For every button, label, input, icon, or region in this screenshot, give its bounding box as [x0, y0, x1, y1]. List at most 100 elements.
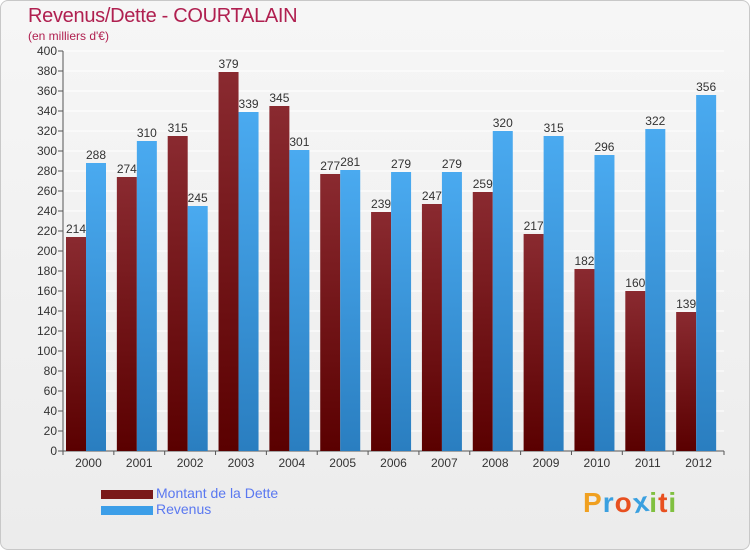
legend-item-debt: Montant de la Dette [101, 485, 361, 502]
y-tick-label: 320 [37, 124, 57, 138]
bars [66, 72, 717, 451]
data-label: 245 [188, 191, 208, 205]
y-tick-label: 260 [37, 184, 57, 198]
bar-revenus [238, 112, 259, 451]
data-label: 239 [371, 197, 391, 211]
data-label: 279 [442, 157, 462, 171]
y-tick-label: 180 [37, 264, 57, 278]
bar-dette [676, 312, 697, 451]
logo-letter: t [658, 487, 669, 518]
data-label: 301 [289, 135, 309, 149]
data-label: 296 [594, 140, 614, 154]
bar-revenus [441, 172, 462, 451]
bar-revenus [136, 141, 157, 451]
y-tick-label: 160 [37, 284, 57, 298]
y-tick-label: 100 [37, 344, 57, 358]
data-label: 160 [625, 276, 645, 290]
data-label: 288 [86, 148, 106, 162]
x-tick-label: 2010 [584, 456, 611, 470]
x-tick-label: 2007 [431, 456, 458, 470]
data-label: 310 [137, 126, 157, 140]
legend-swatch-revenus [101, 506, 153, 515]
data-label: 315 [168, 121, 188, 135]
bar-revenus [492, 131, 513, 451]
bar-dette [625, 291, 646, 451]
y-tick-label: 280 [37, 164, 57, 178]
bar-revenus [187, 206, 208, 451]
bar-revenus [86, 163, 106, 451]
y-tick-label: 340 [37, 104, 57, 118]
bar-revenus [289, 150, 310, 451]
data-labels: 214 288 274 310 315 245 379 339 345 301 277 281 239 2… [66, 57, 717, 311]
data-label: 281 [340, 155, 360, 169]
y-tick-label: 60 [44, 384, 58, 398]
y-tick-label: 140 [37, 304, 57, 318]
bar-revenus [543, 136, 564, 451]
data-label: 320 [493, 116, 513, 130]
logo-letter: P [583, 487, 603, 518]
bar-revenus [645, 129, 666, 451]
y-tick-label: 240 [37, 204, 57, 218]
x-tick-label: 2009 [533, 456, 560, 470]
legend-item-revenus: Revenus [101, 501, 361, 518]
data-label: 279 [391, 157, 411, 171]
bar-dette [523, 234, 544, 451]
x-tick-label: 2000 [75, 456, 102, 470]
data-label: 345 [269, 91, 289, 105]
logo-letter: r [602, 487, 615, 518]
x-tick-label: 2005 [329, 456, 356, 470]
x-tick-label: 2003 [228, 456, 255, 470]
bar-dette [116, 177, 137, 451]
y-tick-label: 200 [37, 244, 57, 258]
y-tick-label: 40 [44, 404, 58, 418]
y-tick-label: 120 [37, 324, 57, 338]
bar-dette [421, 204, 442, 451]
data-label: 379 [219, 57, 239, 71]
chart-subtitle: (en milliers d'€) [28, 29, 109, 43]
legend-label-revenus: Revenus [156, 501, 212, 517]
bar-dette [218, 72, 239, 451]
data-label: 322 [645, 114, 665, 128]
axes: 0 20 40 60 80 100 120 140 160 180 200 220 240 260 280 3… [37, 44, 725, 470]
y-tick-label: 400 [37, 44, 57, 58]
legend: Montant de la Dette Revenus [101, 485, 361, 518]
data-label: 274 [117, 162, 137, 176]
data-label: 339 [239, 97, 259, 111]
bar-revenus [594, 155, 615, 451]
bar-dette [574, 269, 595, 451]
bar-revenus [340, 170, 361, 451]
bar-dette [167, 136, 188, 451]
legend-swatch-debt [101, 490, 153, 499]
x-tick-label: 2002 [177, 456, 204, 470]
bar-dette [269, 106, 290, 451]
data-label: 356 [696, 80, 716, 94]
bar-dette [66, 237, 86, 451]
x-tick-label: 2012 [685, 456, 712, 470]
data-label: 277 [320, 159, 340, 173]
data-label: 139 [676, 297, 696, 311]
y-tick-label: 360 [37, 84, 57, 98]
bar-revenus [391, 172, 412, 451]
legend-label-debt: Montant de la Dette [156, 485, 279, 501]
bar-revenus [696, 95, 717, 451]
logo-letter: i [649, 487, 659, 518]
y-tick-label: 0 [50, 444, 57, 458]
chart-title: Revenus/Dette - COURTALAIN [28, 5, 298, 27]
data-label: 217 [524, 219, 544, 233]
proxiti-logo: Proxiti [583, 486, 677, 519]
x-tick-label: 2008 [482, 456, 509, 470]
data-label: 259 [473, 177, 493, 191]
x-tick-label: 2011 [635, 456, 661, 470]
y-tick-label: 380 [37, 64, 57, 78]
y-tick-label: 80 [44, 364, 58, 378]
y-tick-label: 300 [37, 144, 57, 158]
y-tick-label: 220 [37, 224, 57, 238]
data-label: 247 [422, 189, 442, 203]
x-tick-label: 2001 [126, 456, 153, 470]
y-tick-label: 20 [44, 424, 58, 438]
data-label: 182 [574, 254, 594, 268]
data-label: 315 [544, 121, 564, 135]
x-tick-label: 2006 [380, 456, 407, 470]
